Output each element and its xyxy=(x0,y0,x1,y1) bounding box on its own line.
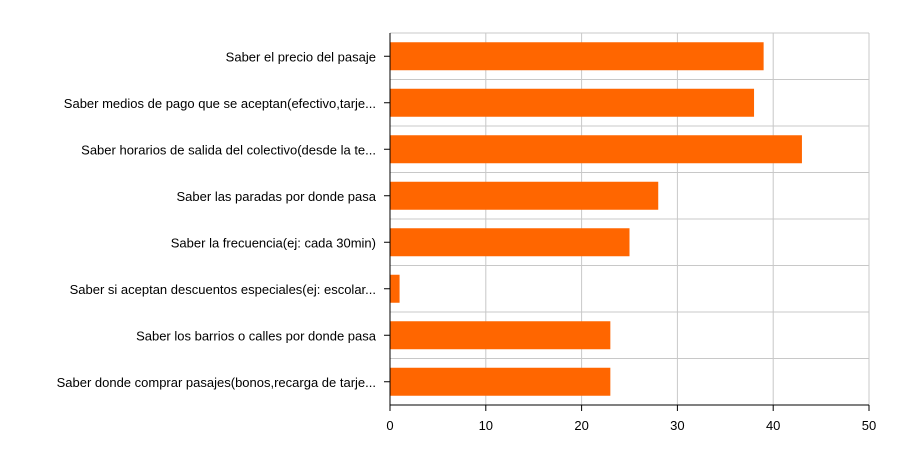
category-label: Saber horarios de salida del colectivo(d… xyxy=(81,142,376,157)
x-tick-label: 0 xyxy=(386,418,393,433)
x-tick-label: 20 xyxy=(574,418,588,433)
category-label: Saber los barrios o calles por donde pas… xyxy=(136,328,377,343)
bar xyxy=(390,181,659,210)
bars xyxy=(390,42,802,396)
category-label: Saber la frecuencia(ej: cada 30min) xyxy=(171,235,376,250)
bar xyxy=(390,321,611,350)
bar xyxy=(390,88,755,117)
category-label: Saber donde comprar pasajes(bonos,recarg… xyxy=(57,375,376,390)
axes xyxy=(384,33,870,411)
x-tick-labels: 0 10 20 30 40 50 xyxy=(386,418,876,433)
x-tick-label: 50 xyxy=(862,418,876,433)
bar xyxy=(390,135,802,164)
category-label: Saber medios de pago que se aceptan(efec… xyxy=(64,96,376,111)
category-label: Saber el precio del pasaje xyxy=(226,49,376,64)
x-tick-label: 40 xyxy=(766,418,780,433)
category-labels: Saber el precio del pasaje Saber medios d… xyxy=(57,49,377,390)
category-label: Saber las paradas por donde pasa xyxy=(177,189,377,204)
bar xyxy=(390,367,611,396)
x-tick-label: 30 xyxy=(670,418,684,433)
x-tick-label: 10 xyxy=(479,418,493,433)
bar xyxy=(390,42,764,71)
category-label: Saber si aceptan descuentos especiales(e… xyxy=(70,282,376,297)
bar xyxy=(390,274,400,303)
bar xyxy=(390,228,630,257)
